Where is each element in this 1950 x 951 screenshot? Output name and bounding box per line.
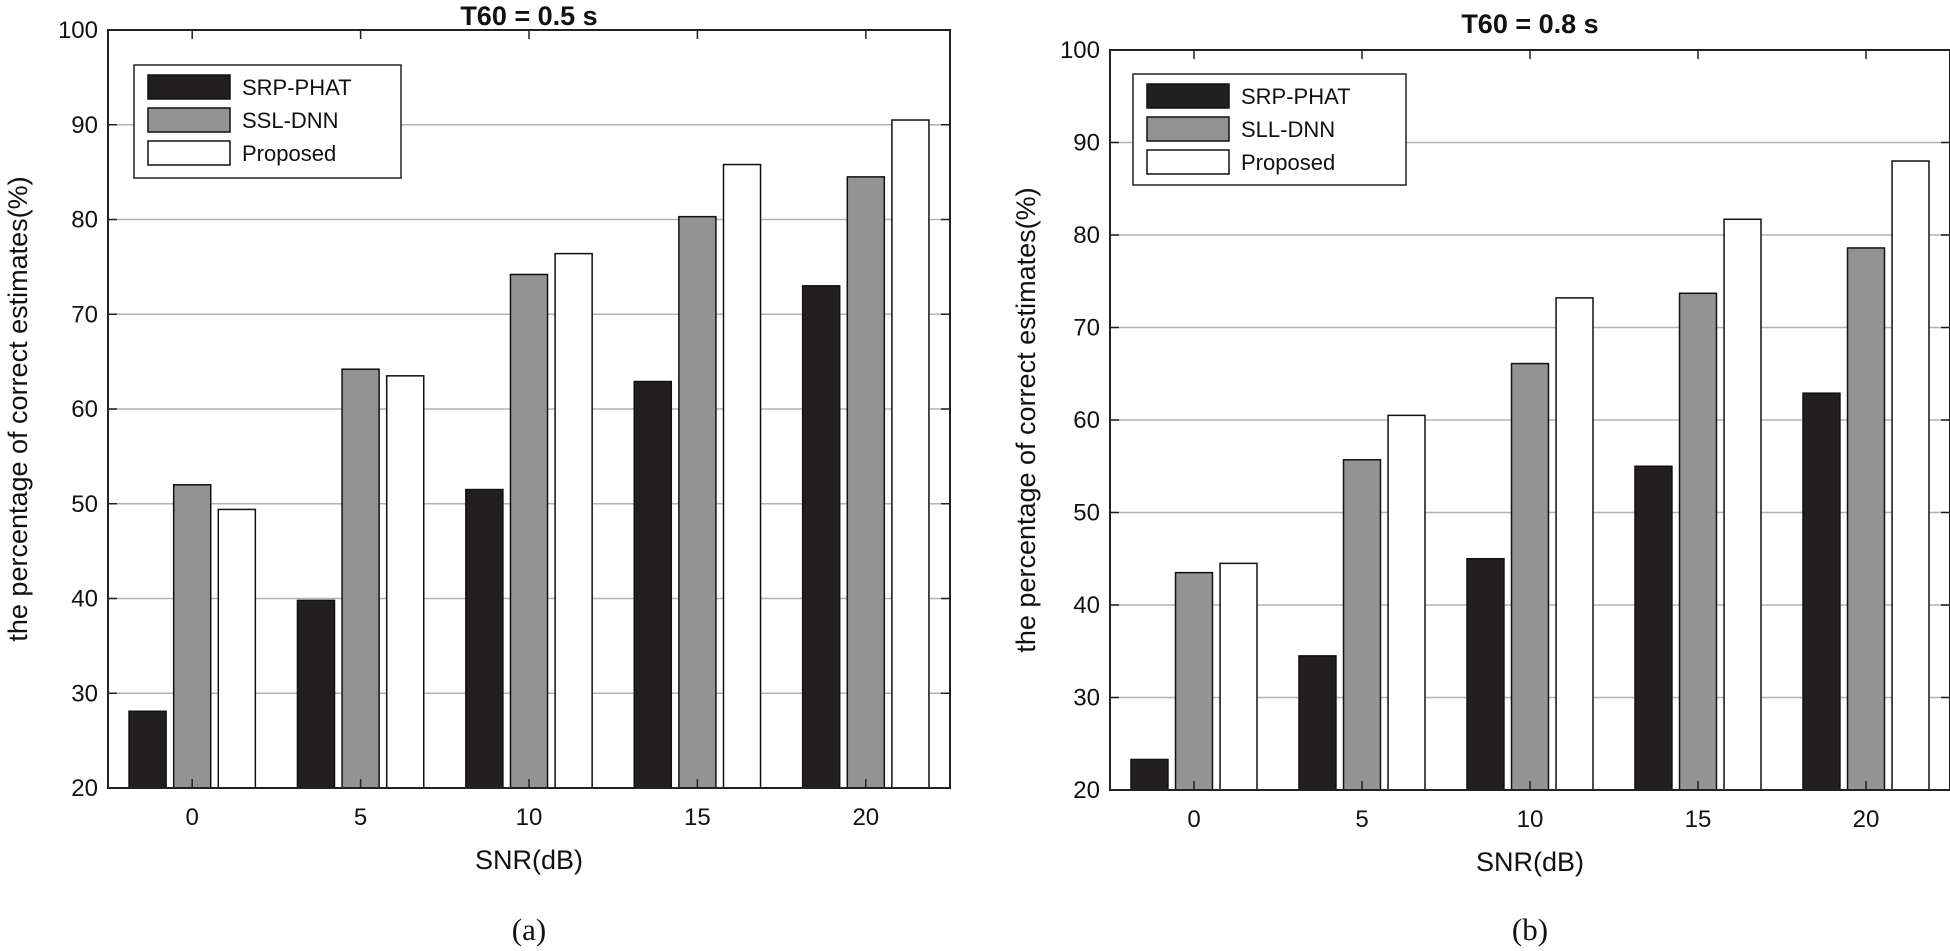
bar-srp-phat-0 — [1130, 758, 1169, 791]
chart-a: 20 30 40 50 60 70 80 90 100 0 5 10 15 20 SNR(dB) the pe… — [3, 1, 951, 947]
bar-srp-phat-10 — [465, 488, 504, 789]
y-tick-label: 50 — [71, 491, 98, 518]
x-tick-label: 15 — [1685, 806, 1712, 833]
bar-proposed-15 — [722, 163, 762, 789]
bar-sll-dnn-5 — [1342, 459, 1382, 791]
y-tick-label: 40 — [71, 586, 98, 613]
legend-label-sll-dnn: SLL-DNN — [1241, 117, 1335, 142]
legend-swatch-sll-dnn — [1146, 116, 1230, 142]
y-tick-label: 20 — [71, 775, 98, 802]
y-tick-label: 80 — [1073, 222, 1100, 249]
bar-proposed-5 — [385, 375, 425, 789]
bar-proposed-15 — [1723, 218, 1762, 791]
y-tick-label: 40 — [1073, 592, 1100, 619]
bar-proposed-0 — [1219, 562, 1258, 791]
legend: SRP-PHAT SSL-DNN Proposed — [133, 64, 402, 179]
x-tick-label: 0 — [1187, 806, 1200, 833]
legend-swatch-srp-phat — [147, 74, 231, 100]
y-tick-label: 50 — [1073, 500, 1100, 527]
x-tick-label: 10 — [516, 804, 543, 831]
x-axis-label: SNR(dB) — [1476, 847, 1584, 877]
bar-sll-dnn-0 — [1174, 571, 1214, 791]
x-tick-label: 15 — [684, 804, 711, 831]
y-tick-label: 20 — [1073, 777, 1100, 804]
bar-srp-phat-10 — [1466, 558, 1505, 791]
x-tick-label: 0 — [186, 804, 199, 831]
bar-srp-phat-20 — [801, 285, 841, 789]
bar-srp-phat-5 — [1298, 655, 1337, 791]
legend-swatch-proposed — [147, 140, 231, 166]
bar-proposed-10 — [554, 252, 593, 789]
x-tick-label: 20 — [1853, 806, 1880, 833]
chart-title: T60 = 0.5 s — [460, 1, 597, 31]
bar-srp-phat-15 — [633, 380, 673, 789]
bar-proposed-5 — [1387, 414, 1426, 791]
y-tick-label: 30 — [1073, 685, 1100, 712]
y-tick-label: 60 — [1073, 407, 1100, 434]
legend-label-srp-phat: SRP-PHAT — [242, 75, 352, 100]
plot-frame — [107, 29, 951, 789]
bar-sll-dnn-20 — [1846, 247, 1886, 791]
bar-ssl-dnn-15 — [678, 215, 717, 789]
bar-ssl-dnn-10 — [509, 273, 549, 789]
bar-sll-dnn-15 — [1678, 292, 1718, 791]
y-axis-label: the percentage of correct estimates(%) — [1011, 187, 1041, 652]
bar-proposed-20 — [891, 119, 930, 789]
x-tick-label: 10 — [1517, 806, 1544, 833]
y-tick-label: 100 — [1060, 37, 1100, 64]
chart-b: 20 30 40 50 60 70 80 90 100 0 5 10 15 20 SNR(dB) the pe… — [1011, 9, 1950, 947]
legend-swatch-proposed — [1146, 149, 1230, 175]
y-tick-label: 60 — [71, 396, 98, 423]
bar-ssl-dnn-0 — [172, 484, 212, 789]
legend-label-proposed: Proposed — [1241, 150, 1335, 175]
legend-label-proposed: Proposed — [242, 141, 336, 166]
bar-srp-phat-15 — [1634, 465, 1673, 791]
y-tick-label: 80 — [71, 207, 98, 234]
legend-swatch-srp-phat — [1146, 83, 1230, 109]
legend: SRP-PHAT SLL-DNN Proposed — [1132, 73, 1407, 186]
x-axis-label: SNR(dB) — [475, 845, 583, 875]
bar-proposed-20 — [1891, 160, 1930, 791]
bar-proposed-0 — [217, 508, 257, 789]
legend-label-ssl-dnn: SSL-DNN — [242, 108, 339, 133]
bar-sll-dnn-10 — [1510, 362, 1550, 791]
y-tick-label: 90 — [1073, 130, 1100, 157]
y-tick-label: 70 — [1073, 315, 1100, 342]
legend-swatch-ssl-dnn — [147, 107, 231, 133]
x-tick-label: 5 — [354, 804, 367, 831]
y-tick-label: 70 — [71, 301, 98, 328]
legend-label-srp-phat: SRP-PHAT — [1241, 84, 1351, 109]
plot-frame — [1109, 49, 1950, 791]
y-axis-label: the percentage of correct estimates(%) — [3, 176, 33, 641]
panel-caption: (b) — [1512, 912, 1548, 947]
y-tick-label: 90 — [71, 112, 98, 139]
bar-srp-phat-5 — [296, 599, 336, 789]
bar-srp-phat-0 — [128, 710, 167, 789]
bar-ssl-dnn-20 — [846, 176, 886, 789]
panel-caption: (a) — [512, 912, 546, 947]
bar-ssl-dnn-5 — [341, 368, 380, 789]
chart-title: T60 = 0.8 s — [1461, 9, 1598, 39]
y-tick-label: 30 — [71, 680, 98, 707]
y-tick-label: 100 — [58, 17, 98, 44]
bar-proposed-10 — [1555, 297, 1594, 791]
x-tick-label: 5 — [1355, 806, 1368, 833]
x-tick-label: 20 — [852, 804, 879, 831]
bar-srp-phat-20 — [1802, 392, 1841, 791]
